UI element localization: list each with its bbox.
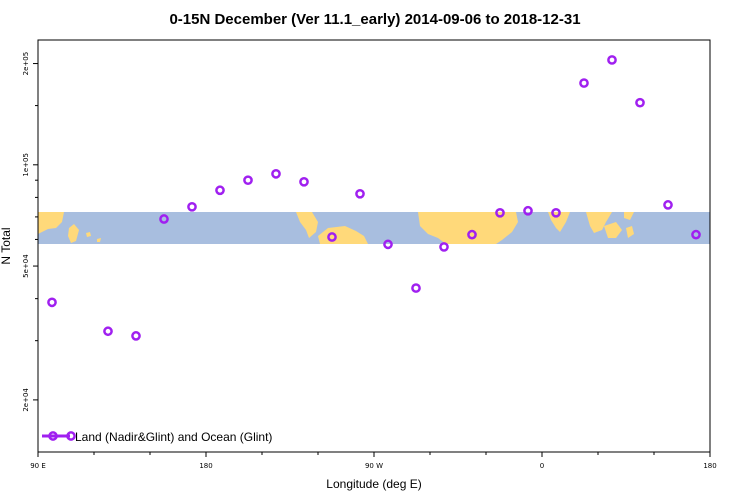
data-point [383, 239, 393, 250]
y-axis-label: N Total [0, 227, 13, 264]
land-sulawesi [626, 226, 634, 238]
chart-title: 0-15N December (Ver 11.1_early) 2014-09-… [169, 11, 580, 28]
data-point [103, 326, 113, 337]
x-axis-label: Longitude (deg E) [326, 477, 421, 491]
data-point [495, 207, 505, 218]
data-point [635, 97, 645, 108]
land-africa [418, 212, 518, 244]
data-point [355, 188, 365, 199]
land-islands-2 [97, 238, 101, 242]
x-tick-label: 180 [703, 462, 716, 470]
x-axis: 90 E 180 90 W 0 180 [30, 452, 717, 470]
data-point [691, 229, 701, 240]
data-point [159, 214, 169, 224]
data-point [243, 175, 253, 186]
x-tick-label: 0 [540, 462, 544, 470]
map-strip [38, 212, 710, 244]
y-tick-label: 2e+05 [22, 52, 30, 76]
land-borneo [604, 222, 622, 238]
legend-marker [66, 431, 76, 441]
x-tick-label: 180 [199, 462, 212, 470]
y-tick-label: 5e+04 [22, 254, 30, 278]
land-islands-1 [86, 232, 91, 237]
data-point [579, 78, 589, 88]
data-point [439, 242, 449, 252]
data-point [411, 283, 421, 293]
plot-frame [37, 39, 711, 453]
x-tick-label: 90 W [365, 462, 383, 470]
data-point [271, 168, 281, 179]
land-indonesia [38, 212, 64, 234]
data-point [663, 200, 673, 210]
data-point [467, 229, 477, 240]
land-southeast-asia [586, 212, 612, 233]
legend-label: Land (Nadir&Glint) and Ocean (Glint) [75, 430, 272, 444]
data-point [523, 205, 533, 216]
land-central-america [296, 212, 318, 238]
data-point [187, 201, 197, 212]
data-point [299, 176, 309, 187]
x-tick-label: 90 E [30, 462, 46, 470]
legend: Land (Nadir&Glint) and Ocean (Glint) [42, 430, 272, 444]
data-point [131, 331, 141, 341]
data-point [327, 232, 337, 242]
y-tick-label: 1e+05 [22, 153, 30, 177]
legend-marker [48, 431, 58, 441]
land-india [548, 212, 570, 232]
data-point [551, 207, 561, 218]
y-axis: 2e+04 5e+04 1e+05 2e+05 [22, 52, 38, 412]
land-new-guinea [68, 224, 79, 243]
data-point [47, 297, 57, 308]
data-point [215, 185, 225, 196]
data-point [607, 55, 617, 65]
data-series [47, 55, 701, 341]
y-tick-label: 2e+04 [22, 388, 30, 412]
land-philippines [624, 212, 634, 220]
